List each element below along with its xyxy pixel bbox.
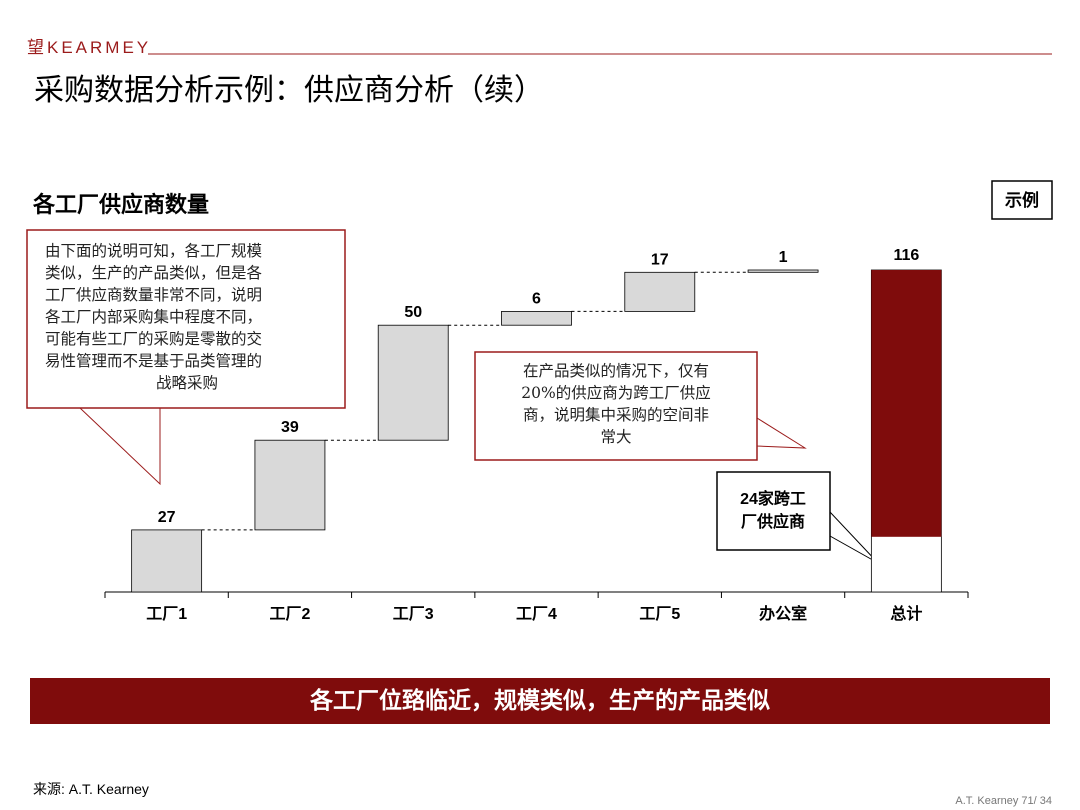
callout-line: 24家跨工 xyxy=(740,489,806,508)
callout-line: 由下面的说明可知，各工厂规模 xyxy=(45,242,262,260)
x-tick-label: 工厂3 xyxy=(393,606,434,623)
bar xyxy=(871,270,942,537)
callout-line: 厂供应商 xyxy=(741,512,805,531)
value-label: 27 xyxy=(158,509,176,526)
value-label: 39 xyxy=(281,419,299,436)
footer: A.T. Kearney 71/ 34 xyxy=(955,795,1052,807)
x-tick-label: 办公室 xyxy=(759,604,807,623)
badge: 示例 xyxy=(1005,190,1039,210)
value-label: 50 xyxy=(404,304,422,321)
chart: 工厂1 27 工厂2 39 工厂3 50 工厂4 6 工厂5 17 办公室 1 总计 116 xyxy=(104,247,969,623)
bar xyxy=(501,310,572,326)
callout-line: 可能有些工厂的采购是零散的交 xyxy=(45,330,262,348)
callout-text: 在产品类似的情况下，仅有 20%的供应商为跨工厂供应 商，说明集中采购的空间非 … xyxy=(521,362,710,446)
bar xyxy=(377,324,449,441)
value-label: 116 xyxy=(893,247,919,264)
callout-line: 商，说明集中采购的空间非 xyxy=(523,406,709,424)
value-label: 1 xyxy=(779,249,788,266)
callout-box xyxy=(474,351,758,461)
banner-box xyxy=(30,678,1050,724)
banner: 各工厂位臵临近，规模类似，生产的产品类似 xyxy=(309,687,770,714)
callout-text: 由下面的说明可知，各工厂规模 类似，生产的产品类似，但是各 工厂供应商数量非常不… xyxy=(45,242,263,392)
x-tick-label: 工厂5 xyxy=(639,606,680,623)
callout-line: 在产品类似的情况下，仅有 xyxy=(523,362,709,380)
callout-line: 类似，生产的产品类似，但是各 xyxy=(45,264,263,282)
callout-line: 20%的供应商为跨工厂供应 xyxy=(521,383,710,402)
x-tick-label: 工厂4 xyxy=(516,606,557,623)
callout-pointer xyxy=(756,417,807,449)
x-tick-label: 工厂1 xyxy=(146,606,187,623)
callout-box xyxy=(716,471,831,551)
callout-line: 工厂供应商数量非常不同，说明 xyxy=(45,285,262,304)
source: 来源: A.T. Kearney xyxy=(33,781,149,797)
slide-title: 采购数据分析示例：供应商分析（续） xyxy=(34,73,544,108)
callout-pointer xyxy=(829,510,879,564)
callout-box xyxy=(26,229,346,409)
callout-line: 各工厂内部采购集中程度不同， xyxy=(45,308,262,326)
bar xyxy=(747,269,819,273)
chart-subtitle: 各工厂供应商数量 xyxy=(32,192,209,218)
value-label: 17 xyxy=(651,251,669,268)
value-label: 6 xyxy=(532,290,541,307)
logo: 望KEARMEY xyxy=(27,38,151,57)
callout-line: 易性管理而不是基于品类管理的 xyxy=(45,352,262,370)
callout-line: 战略采购 xyxy=(156,374,218,392)
x-tick-label: 工厂2 xyxy=(269,606,310,623)
bar xyxy=(254,439,326,531)
callout-pointer xyxy=(78,407,161,486)
bar xyxy=(131,529,203,593)
badge-box xyxy=(991,180,1053,220)
x-tick-label: 总计 xyxy=(890,604,922,623)
callout-line: 常大 xyxy=(600,428,631,446)
bar xyxy=(624,271,696,312)
